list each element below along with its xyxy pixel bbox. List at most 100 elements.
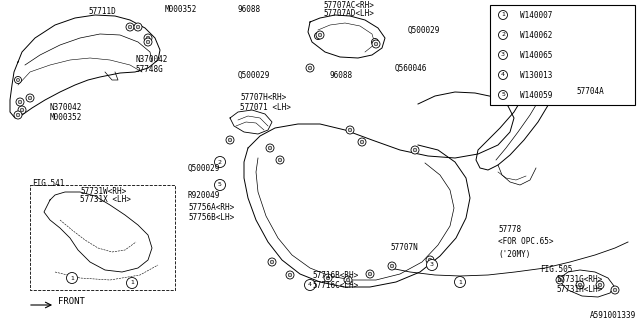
Text: 1: 1 [130, 281, 134, 285]
Text: Q500029: Q500029 [408, 26, 440, 35]
Circle shape [576, 281, 584, 289]
Circle shape [288, 273, 292, 277]
Circle shape [266, 144, 274, 152]
Circle shape [358, 138, 366, 146]
Circle shape [278, 158, 282, 162]
Circle shape [411, 146, 419, 154]
Text: 57756B<LH>: 57756B<LH> [188, 213, 234, 222]
Text: 57731G<RH>: 57731G<RH> [556, 276, 602, 284]
Text: W130013: W130013 [520, 70, 552, 79]
Text: 57731W<RH>: 57731W<RH> [80, 188, 126, 196]
Text: 577071 <LH>: 577071 <LH> [240, 103, 291, 113]
Text: 57778: 57778 [498, 226, 521, 235]
Text: 2: 2 [501, 33, 505, 37]
Text: 57711D: 57711D [88, 6, 116, 15]
Text: W140059: W140059 [520, 91, 552, 100]
Text: 57707H<RH>: 57707H<RH> [240, 93, 286, 102]
Circle shape [326, 276, 330, 280]
Text: 4: 4 [308, 283, 312, 287]
Circle shape [308, 66, 312, 70]
Text: 1: 1 [70, 276, 74, 281]
Circle shape [318, 33, 322, 37]
Circle shape [388, 262, 396, 270]
Circle shape [226, 136, 234, 144]
Circle shape [228, 138, 232, 142]
Circle shape [426, 260, 438, 270]
Circle shape [268, 146, 272, 150]
Circle shape [499, 30, 508, 39]
Circle shape [126, 23, 134, 31]
Circle shape [306, 281, 314, 289]
Circle shape [390, 264, 394, 268]
Circle shape [214, 156, 225, 167]
Circle shape [18, 106, 26, 114]
Text: FIG.505: FIG.505 [540, 266, 572, 275]
Text: 57756A<RH>: 57756A<RH> [188, 204, 234, 212]
Circle shape [286, 271, 294, 279]
Circle shape [556, 276, 564, 284]
Circle shape [611, 286, 619, 294]
Circle shape [346, 278, 350, 282]
Text: 4: 4 [501, 73, 505, 77]
Text: 57707AD<LH>: 57707AD<LH> [323, 10, 374, 19]
Circle shape [146, 40, 150, 44]
Circle shape [344, 276, 352, 284]
Circle shape [16, 113, 20, 117]
Text: 57704A: 57704A [576, 87, 604, 97]
Circle shape [373, 40, 376, 44]
Circle shape [270, 260, 274, 264]
Circle shape [276, 156, 284, 164]
Circle shape [366, 270, 374, 278]
Circle shape [372, 40, 380, 48]
Circle shape [20, 108, 24, 112]
Text: M000352: M000352 [165, 4, 197, 13]
Text: W140007: W140007 [520, 11, 552, 20]
Text: N370042: N370042 [50, 103, 83, 113]
Text: 1: 1 [501, 12, 505, 18]
Circle shape [368, 272, 372, 276]
Text: 2: 2 [218, 159, 222, 164]
Text: Q500029: Q500029 [188, 164, 220, 172]
Circle shape [28, 96, 32, 100]
Text: 5: 5 [501, 92, 505, 98]
Text: Q500029: Q500029 [238, 70, 270, 79]
Circle shape [67, 273, 77, 284]
Text: M000352: M000352 [50, 114, 83, 123]
Circle shape [128, 25, 132, 29]
Circle shape [214, 180, 225, 190]
Circle shape [314, 33, 321, 39]
Text: 5: 5 [218, 182, 222, 188]
Circle shape [613, 288, 617, 292]
Text: N370042: N370042 [135, 55, 168, 65]
Circle shape [374, 42, 378, 46]
Circle shape [136, 25, 140, 29]
Circle shape [14, 111, 22, 119]
Text: 57716B<RH>: 57716B<RH> [312, 270, 358, 279]
Circle shape [596, 281, 604, 289]
Circle shape [18, 100, 22, 104]
Circle shape [499, 11, 508, 20]
Circle shape [426, 256, 434, 264]
Text: 57716C<LH>: 57716C<LH> [312, 281, 358, 290]
Circle shape [15, 76, 22, 84]
Text: 57731X <LH>: 57731X <LH> [80, 196, 131, 204]
Circle shape [348, 128, 352, 132]
Circle shape [305, 279, 316, 291]
Text: A591001339: A591001339 [590, 310, 636, 319]
Circle shape [306, 64, 314, 72]
Text: R920049: R920049 [188, 190, 220, 199]
Circle shape [316, 31, 324, 39]
Circle shape [308, 283, 312, 287]
Circle shape [26, 94, 34, 102]
Circle shape [413, 148, 417, 152]
Circle shape [558, 278, 562, 282]
Circle shape [17, 78, 20, 82]
Circle shape [371, 38, 378, 45]
Text: ('20MY): ('20MY) [498, 250, 531, 259]
Circle shape [598, 283, 602, 287]
Circle shape [499, 70, 508, 79]
Text: W140065: W140065 [520, 51, 552, 60]
Circle shape [144, 38, 152, 46]
Text: 1: 1 [458, 279, 462, 284]
Text: 3: 3 [430, 262, 434, 268]
